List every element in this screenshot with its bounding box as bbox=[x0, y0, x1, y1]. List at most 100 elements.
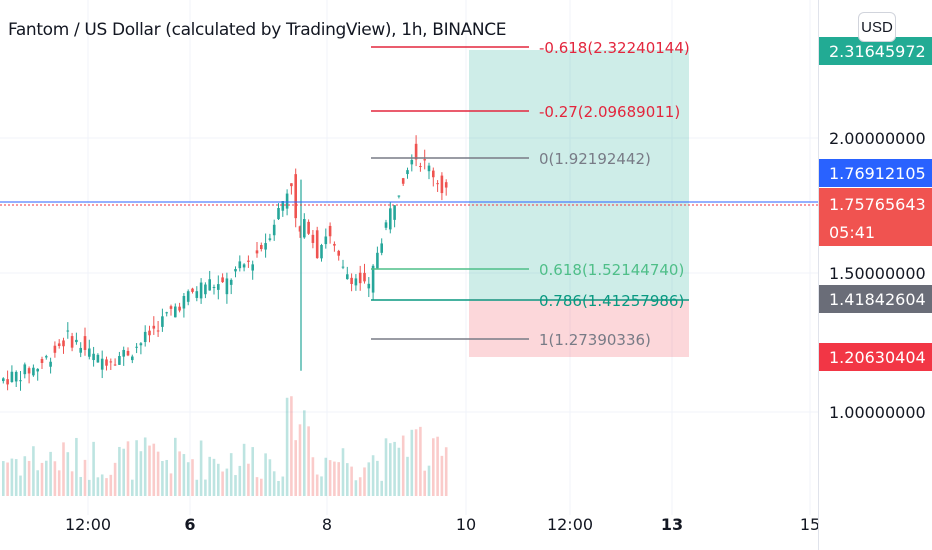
volume-bar bbox=[126, 441, 130, 496]
volume-bar bbox=[440, 455, 444, 496]
volume-bar bbox=[221, 471, 224, 496]
candle-body bbox=[53, 345, 57, 353]
candle-body bbox=[410, 159, 414, 165]
candle-body bbox=[397, 195, 401, 197]
candle-body bbox=[384, 222, 388, 228]
candle-body bbox=[376, 252, 379, 269]
candle-body bbox=[49, 361, 52, 367]
candle-body bbox=[19, 380, 22, 382]
volume-bar bbox=[341, 448, 345, 496]
volume-bar bbox=[88, 479, 91, 496]
candle-body bbox=[268, 238, 272, 240]
candle-body bbox=[109, 361, 113, 363]
volume-bar bbox=[156, 451, 160, 496]
volume-bar bbox=[303, 410, 306, 496]
volume-bar bbox=[152, 443, 156, 496]
candle-body bbox=[32, 367, 35, 376]
volume-bar bbox=[290, 396, 293, 496]
candle-body bbox=[2, 378, 5, 382]
candle-body bbox=[320, 244, 323, 259]
volume-bar bbox=[337, 462, 340, 496]
volume-bar bbox=[436, 436, 439, 496]
currency-button[interactable]: USD bbox=[858, 12, 896, 42]
candle-body bbox=[122, 349, 125, 357]
candle-body bbox=[135, 346, 138, 348]
candle-body bbox=[100, 358, 104, 370]
volume-bar bbox=[199, 440, 203, 496]
price-label-target: 2.31645972 bbox=[829, 42, 926, 61]
volume-bar bbox=[328, 460, 332, 496]
candle-body bbox=[88, 348, 91, 357]
volume-bar bbox=[427, 465, 431, 496]
volume-bar bbox=[62, 442, 65, 496]
candle-body bbox=[328, 225, 332, 237]
price-label-stop-bg bbox=[819, 343, 932, 371]
price-axis[interactable]: 2.00000000 1.50000000 1.00000000 2.31645… bbox=[819, 37, 932, 422]
candles bbox=[2, 135, 448, 391]
candle-body bbox=[303, 219, 306, 238]
volume-bar bbox=[423, 470, 426, 496]
volume-bar bbox=[169, 473, 173, 496]
candle-body bbox=[191, 288, 194, 292]
volume-bar bbox=[401, 435, 405, 496]
candle-body bbox=[169, 306, 173, 309]
candle-body bbox=[70, 336, 74, 348]
volume-bar bbox=[109, 474, 113, 496]
candle-body bbox=[174, 306, 177, 318]
price-label-entry: 1.41842604 bbox=[829, 290, 926, 309]
volume-bar bbox=[315, 474, 319, 496]
volume-bar bbox=[92, 441, 95, 496]
candle-body bbox=[427, 165, 431, 172]
candle-body bbox=[440, 175, 444, 194]
candle-body bbox=[367, 283, 371, 289]
candle-body bbox=[406, 170, 409, 175]
volume-bar bbox=[208, 456, 211, 496]
candle-body bbox=[225, 278, 229, 295]
candle-body bbox=[380, 243, 383, 253]
volume-bar bbox=[406, 456, 409, 496]
candle-body bbox=[350, 277, 353, 284]
candle-body bbox=[251, 264, 254, 271]
volume-bar bbox=[358, 477, 362, 496]
candle-body bbox=[57, 343, 61, 347]
candle-body bbox=[161, 316, 164, 327]
candle-body bbox=[324, 236, 328, 245]
candle-body bbox=[212, 286, 216, 288]
candle-body bbox=[148, 330, 151, 336]
volume-bar bbox=[444, 447, 448, 496]
chart-title: Fantom / US Dollar (calculated by Tradin… bbox=[8, 20, 507, 40]
candle-body bbox=[118, 356, 121, 365]
candle-body bbox=[234, 269, 237, 272]
price-label-entry-bg bbox=[819, 285, 932, 313]
volume-bar bbox=[27, 460, 31, 496]
volume-bar bbox=[148, 445, 151, 496]
volume-bar bbox=[234, 475, 237, 496]
candle-body bbox=[260, 244, 263, 250]
volume-bar bbox=[260, 478, 263, 496]
volume-bar bbox=[105, 478, 108, 496]
volume-bar bbox=[53, 461, 57, 496]
current-price-lines bbox=[0, 201, 818, 206]
price-label-blue-bg bbox=[819, 159, 932, 187]
volume-bar bbox=[255, 477, 259, 496]
stop-zone bbox=[469, 299, 689, 357]
candle-body bbox=[6, 379, 9, 385]
candle-body bbox=[186, 291, 190, 302]
long-position-tool[interactable] bbox=[469, 50, 689, 357]
candle-body bbox=[195, 291, 199, 298]
volume-bars bbox=[2, 396, 448, 496]
candle-body bbox=[79, 347, 82, 353]
time-axis[interactable]: 12:00 6 8 10 12:00 13 15 bbox=[65, 515, 820, 534]
volume-bar bbox=[161, 461, 164, 496]
volume-bar bbox=[367, 462, 371, 496]
candle-body bbox=[432, 170, 435, 178]
candle-body bbox=[66, 330, 70, 332]
candle-body bbox=[152, 325, 156, 329]
candle-body bbox=[444, 182, 448, 188]
candle-body bbox=[62, 340, 65, 347]
candle-body bbox=[264, 243, 267, 250]
candle-body bbox=[358, 272, 362, 284]
fib-retracement[interactable]: -0.618(2.32240144) -0.27(2.09689011) 0(1… bbox=[371, 39, 690, 349]
volume-bar bbox=[178, 451, 181, 496]
